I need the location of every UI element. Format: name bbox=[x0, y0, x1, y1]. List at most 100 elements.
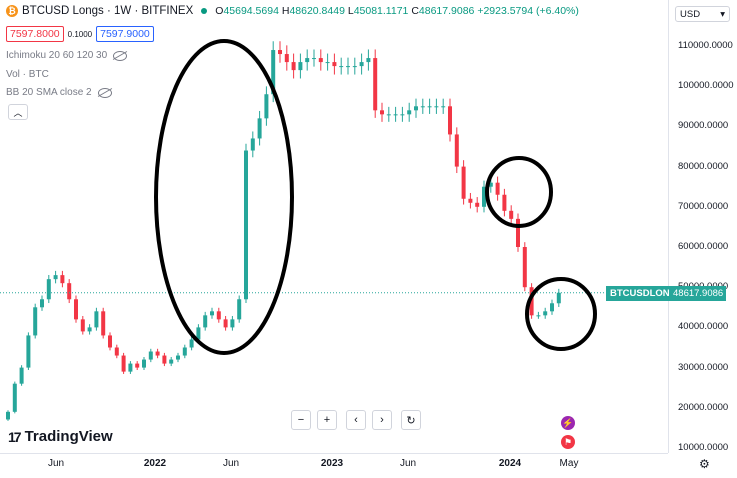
price-axis[interactable] bbox=[668, 0, 737, 453]
price-tick-label: 80000.0000 bbox=[678, 160, 729, 172]
candle-body bbox=[135, 363, 140, 368]
candle-body bbox=[278, 50, 282, 55]
candle-body bbox=[475, 202, 480, 207]
bitcoin-coin-icon: ₿ bbox=[6, 5, 18, 17]
us-flag-event-icon[interactable]: ⚑ bbox=[561, 435, 575, 449]
candle-body bbox=[101, 311, 106, 336]
time-tick-label: 2022 bbox=[143, 458, 167, 469]
candle-body bbox=[332, 62, 337, 67]
candle-body bbox=[495, 182, 500, 195]
buy-button[interactable]: 7597.9000 bbox=[96, 26, 154, 42]
annotation-circle-mid bbox=[485, 156, 553, 228]
zoom-in-button[interactable]: + bbox=[317, 410, 337, 430]
sell-button[interactable]: 7597.8000 bbox=[6, 26, 64, 42]
time-tick-label: May bbox=[559, 458, 579, 469]
candle-body bbox=[386, 114, 391, 116]
candle-body bbox=[420, 106, 425, 108]
candle-body bbox=[264, 94, 269, 119]
candle-body bbox=[318, 58, 323, 63]
time-tick-label: Jun bbox=[399, 458, 417, 469]
annotation-circle-low bbox=[525, 277, 597, 351]
candle-body bbox=[257, 118, 262, 139]
chart-legend: ₿ BTCUSD Longs · 1W · BITFINEX O45694.56… bbox=[6, 5, 579, 17]
eye-hidden-icon[interactable] bbox=[97, 87, 112, 98]
candle-body bbox=[189, 339, 194, 348]
candle-body bbox=[271, 50, 276, 95]
candle-body bbox=[87, 327, 92, 332]
candle-body bbox=[488, 182, 493, 187]
indicator-bollinger[interactable]: BB 20 SMA close 2 bbox=[6, 87, 112, 98]
candle-body bbox=[169, 359, 174, 364]
collapse-legend-button[interactable]: ︿ bbox=[8, 104, 28, 120]
candle-body bbox=[516, 218, 520, 247]
candle-body bbox=[284, 54, 289, 63]
candle-body bbox=[19, 367, 24, 384]
indicator-volume[interactable]: Vol · BTC bbox=[6, 69, 49, 80]
reset-chart-button[interactable]: ↻ bbox=[401, 410, 421, 430]
chart-svg[interactable] bbox=[0, 0, 668, 453]
chevron-down-icon: ▾ bbox=[720, 8, 725, 20]
time-tick-label: 2024 bbox=[498, 458, 522, 469]
candle-body bbox=[142, 359, 146, 368]
price-tick-label: 20000.0000 bbox=[678, 401, 729, 413]
lightning-event-icon[interactable]: ⚡ bbox=[561, 416, 575, 430]
price-tick-label: 70000.0000 bbox=[678, 200, 729, 212]
annotation-large-ellipse bbox=[154, 39, 294, 355]
tradingview-mark-icon: 17 bbox=[8, 428, 22, 445]
candle-body bbox=[400, 114, 405, 116]
candle-body bbox=[33, 307, 38, 336]
candle-body bbox=[434, 106, 439, 108]
settings-gear-icon[interactable]: ⚙ bbox=[699, 457, 710, 471]
candle-body bbox=[482, 186, 486, 207]
reset-controls: ↻ bbox=[401, 410, 421, 430]
event-icons: ⚡ ⚑ bbox=[561, 416, 575, 449]
candle-body bbox=[182, 347, 187, 356]
market-open-dot-icon bbox=[201, 8, 208, 14]
candle-body bbox=[407, 110, 412, 115]
candle-body bbox=[162, 355, 167, 364]
price-tick-label: 10000.0000 bbox=[678, 442, 729, 453]
candle-body bbox=[6, 411, 10, 420]
candle-body bbox=[223, 319, 228, 328]
candle-body bbox=[352, 66, 357, 68]
time-axis[interactable] bbox=[0, 453, 668, 478]
indicator-ichimoku[interactable]: Ichimoku 20 60 120 30 bbox=[6, 50, 128, 61]
candle-body bbox=[230, 319, 235, 328]
scroll-left-button[interactable]: ‹ bbox=[346, 410, 366, 430]
symbol-title[interactable]: BTCUSD Longs · 1W · BITFINEX bbox=[22, 5, 194, 17]
candle-body bbox=[454, 134, 459, 167]
candle-body bbox=[250, 138, 255, 151]
zoom-out-button[interactable]: − bbox=[291, 410, 311, 430]
zoom-controls: − + bbox=[291, 410, 337, 430]
scroll-controls: ‹ › bbox=[346, 410, 392, 430]
candle-body bbox=[128, 363, 133, 372]
candle-body bbox=[393, 114, 398, 116]
candle-body bbox=[556, 292, 561, 304]
candle-body bbox=[359, 62, 364, 67]
last-price-symbol-label: BTCUSDLONGS bbox=[606, 286, 688, 301]
candle-body bbox=[67, 283, 72, 300]
scroll-right-button[interactable]: › bbox=[372, 410, 392, 430]
trade-buttons: 7597.8000 0.1000 7597.9000 bbox=[6, 26, 154, 42]
candle-body bbox=[543, 311, 548, 316]
candle-body bbox=[196, 327, 201, 340]
eye-hidden-icon[interactable] bbox=[113, 50, 128, 61]
candle-body bbox=[529, 287, 534, 316]
price-tick-label: 100000.0000 bbox=[678, 80, 734, 92]
candle-body bbox=[441, 106, 446, 108]
candle-body bbox=[291, 62, 296, 71]
candle-body bbox=[114, 347, 119, 356]
candle-body bbox=[468, 198, 473, 203]
candle-body bbox=[550, 303, 554, 312]
candle-body bbox=[448, 106, 452, 135]
candle-body bbox=[502, 194, 507, 211]
candle-body bbox=[461, 166, 466, 199]
candle-body bbox=[325, 62, 330, 64]
chart-area[interactable] bbox=[0, 0, 668, 453]
currency-selector[interactable]: USD ▾ bbox=[675, 6, 730, 22]
candle-body bbox=[536, 315, 541, 317]
candle-body bbox=[366, 58, 371, 63]
tradingview-logo[interactable]: 17 TradingView bbox=[8, 428, 113, 445]
last-price-label: 48617.9086 bbox=[670, 286, 727, 301]
candle-body bbox=[121, 355, 126, 372]
